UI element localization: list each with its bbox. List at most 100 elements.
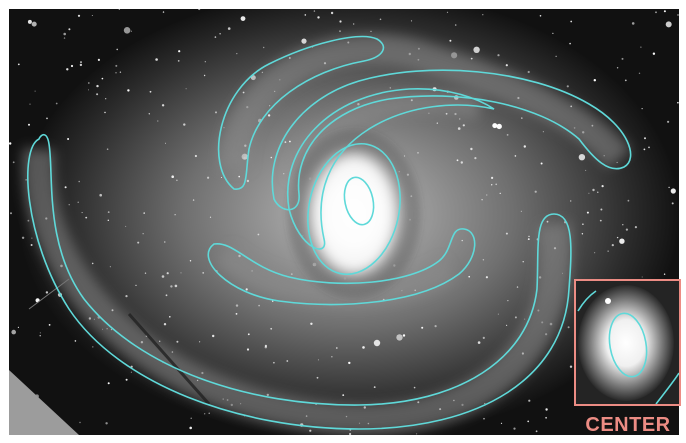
star	[594, 252, 596, 254]
star	[454, 24, 457, 26]
star	[379, 18, 382, 21]
star	[648, 146, 650, 149]
star	[10, 212, 12, 215]
star	[116, 48, 118, 51]
star	[578, 154, 586, 161]
star	[189, 260, 192, 262]
star	[496, 123, 502, 130]
star	[215, 111, 217, 114]
star	[569, 42, 571, 45]
star	[174, 284, 178, 288]
star	[474, 157, 477, 160]
star	[34, 90, 36, 92]
star	[149, 90, 152, 93]
star	[555, 55, 557, 57]
star	[67, 138, 70, 140]
star	[99, 193, 102, 197]
star	[223, 127, 225, 129]
star	[528, 399, 531, 402]
star	[70, 64, 74, 68]
star	[164, 241, 166, 243]
star	[552, 32, 554, 34]
star	[199, 341, 201, 343]
star	[316, 376, 319, 379]
star	[97, 58, 100, 62]
star	[258, 304, 260, 307]
star	[482, 259, 485, 261]
star	[39, 335, 41, 337]
star	[413, 386, 416, 389]
star	[144, 272, 147, 274]
star	[27, 19, 32, 24]
star	[80, 61, 82, 64]
star	[55, 102, 58, 105]
star	[283, 173, 285, 175]
star	[640, 46, 642, 48]
star	[483, 417, 485, 420]
star	[92, 346, 94, 348]
star	[313, 10, 316, 12]
star	[317, 16, 320, 19]
star	[616, 236, 619, 239]
star	[157, 120, 159, 122]
star	[301, 38, 307, 44]
star	[270, 327, 273, 330]
star	[127, 89, 130, 92]
star	[125, 225, 127, 227]
star	[79, 421, 81, 424]
star	[194, 154, 197, 158]
star	[507, 300, 509, 302]
star	[176, 340, 179, 343]
star	[180, 272, 182, 274]
star	[91, 15, 93, 16]
star	[670, 188, 676, 194]
star	[520, 210, 522, 212]
star	[446, 11, 449, 13]
star	[87, 82, 90, 84]
star	[119, 71, 122, 73]
star	[641, 276, 643, 278]
star	[77, 14, 81, 17]
star	[161, 275, 165, 278]
star	[190, 417, 192, 419]
star	[135, 284, 137, 286]
star	[290, 273, 293, 275]
star	[204, 61, 206, 63]
star	[527, 70, 530, 74]
star	[78, 180, 80, 183]
star	[177, 60, 180, 62]
star	[104, 111, 106, 114]
star	[331, 356, 333, 358]
star	[486, 194, 488, 196]
star	[468, 275, 471, 278]
star	[214, 36, 217, 38]
star	[570, 20, 573, 23]
star	[627, 199, 630, 202]
star	[542, 131, 544, 133]
star	[652, 52, 656, 55]
star	[522, 261, 524, 263]
star	[461, 239, 463, 242]
star	[491, 184, 493, 186]
star	[611, 244, 614, 247]
star	[79, 63, 83, 67]
star	[585, 169, 587, 171]
star	[335, 347, 338, 349]
star	[459, 118, 461, 120]
star	[245, 288, 248, 291]
star	[470, 147, 473, 151]
star	[370, 30, 372, 32]
star	[663, 10, 666, 13]
star	[570, 200, 572, 202]
star	[273, 361, 275, 364]
star	[169, 316, 171, 318]
star	[621, 57, 624, 60]
star	[267, 114, 271, 117]
star	[263, 46, 265, 49]
star	[505, 232, 508, 235]
star	[203, 74, 206, 77]
star	[81, 212, 83, 214]
star	[624, 79, 627, 82]
star	[643, 148, 646, 151]
star	[109, 266, 111, 268]
